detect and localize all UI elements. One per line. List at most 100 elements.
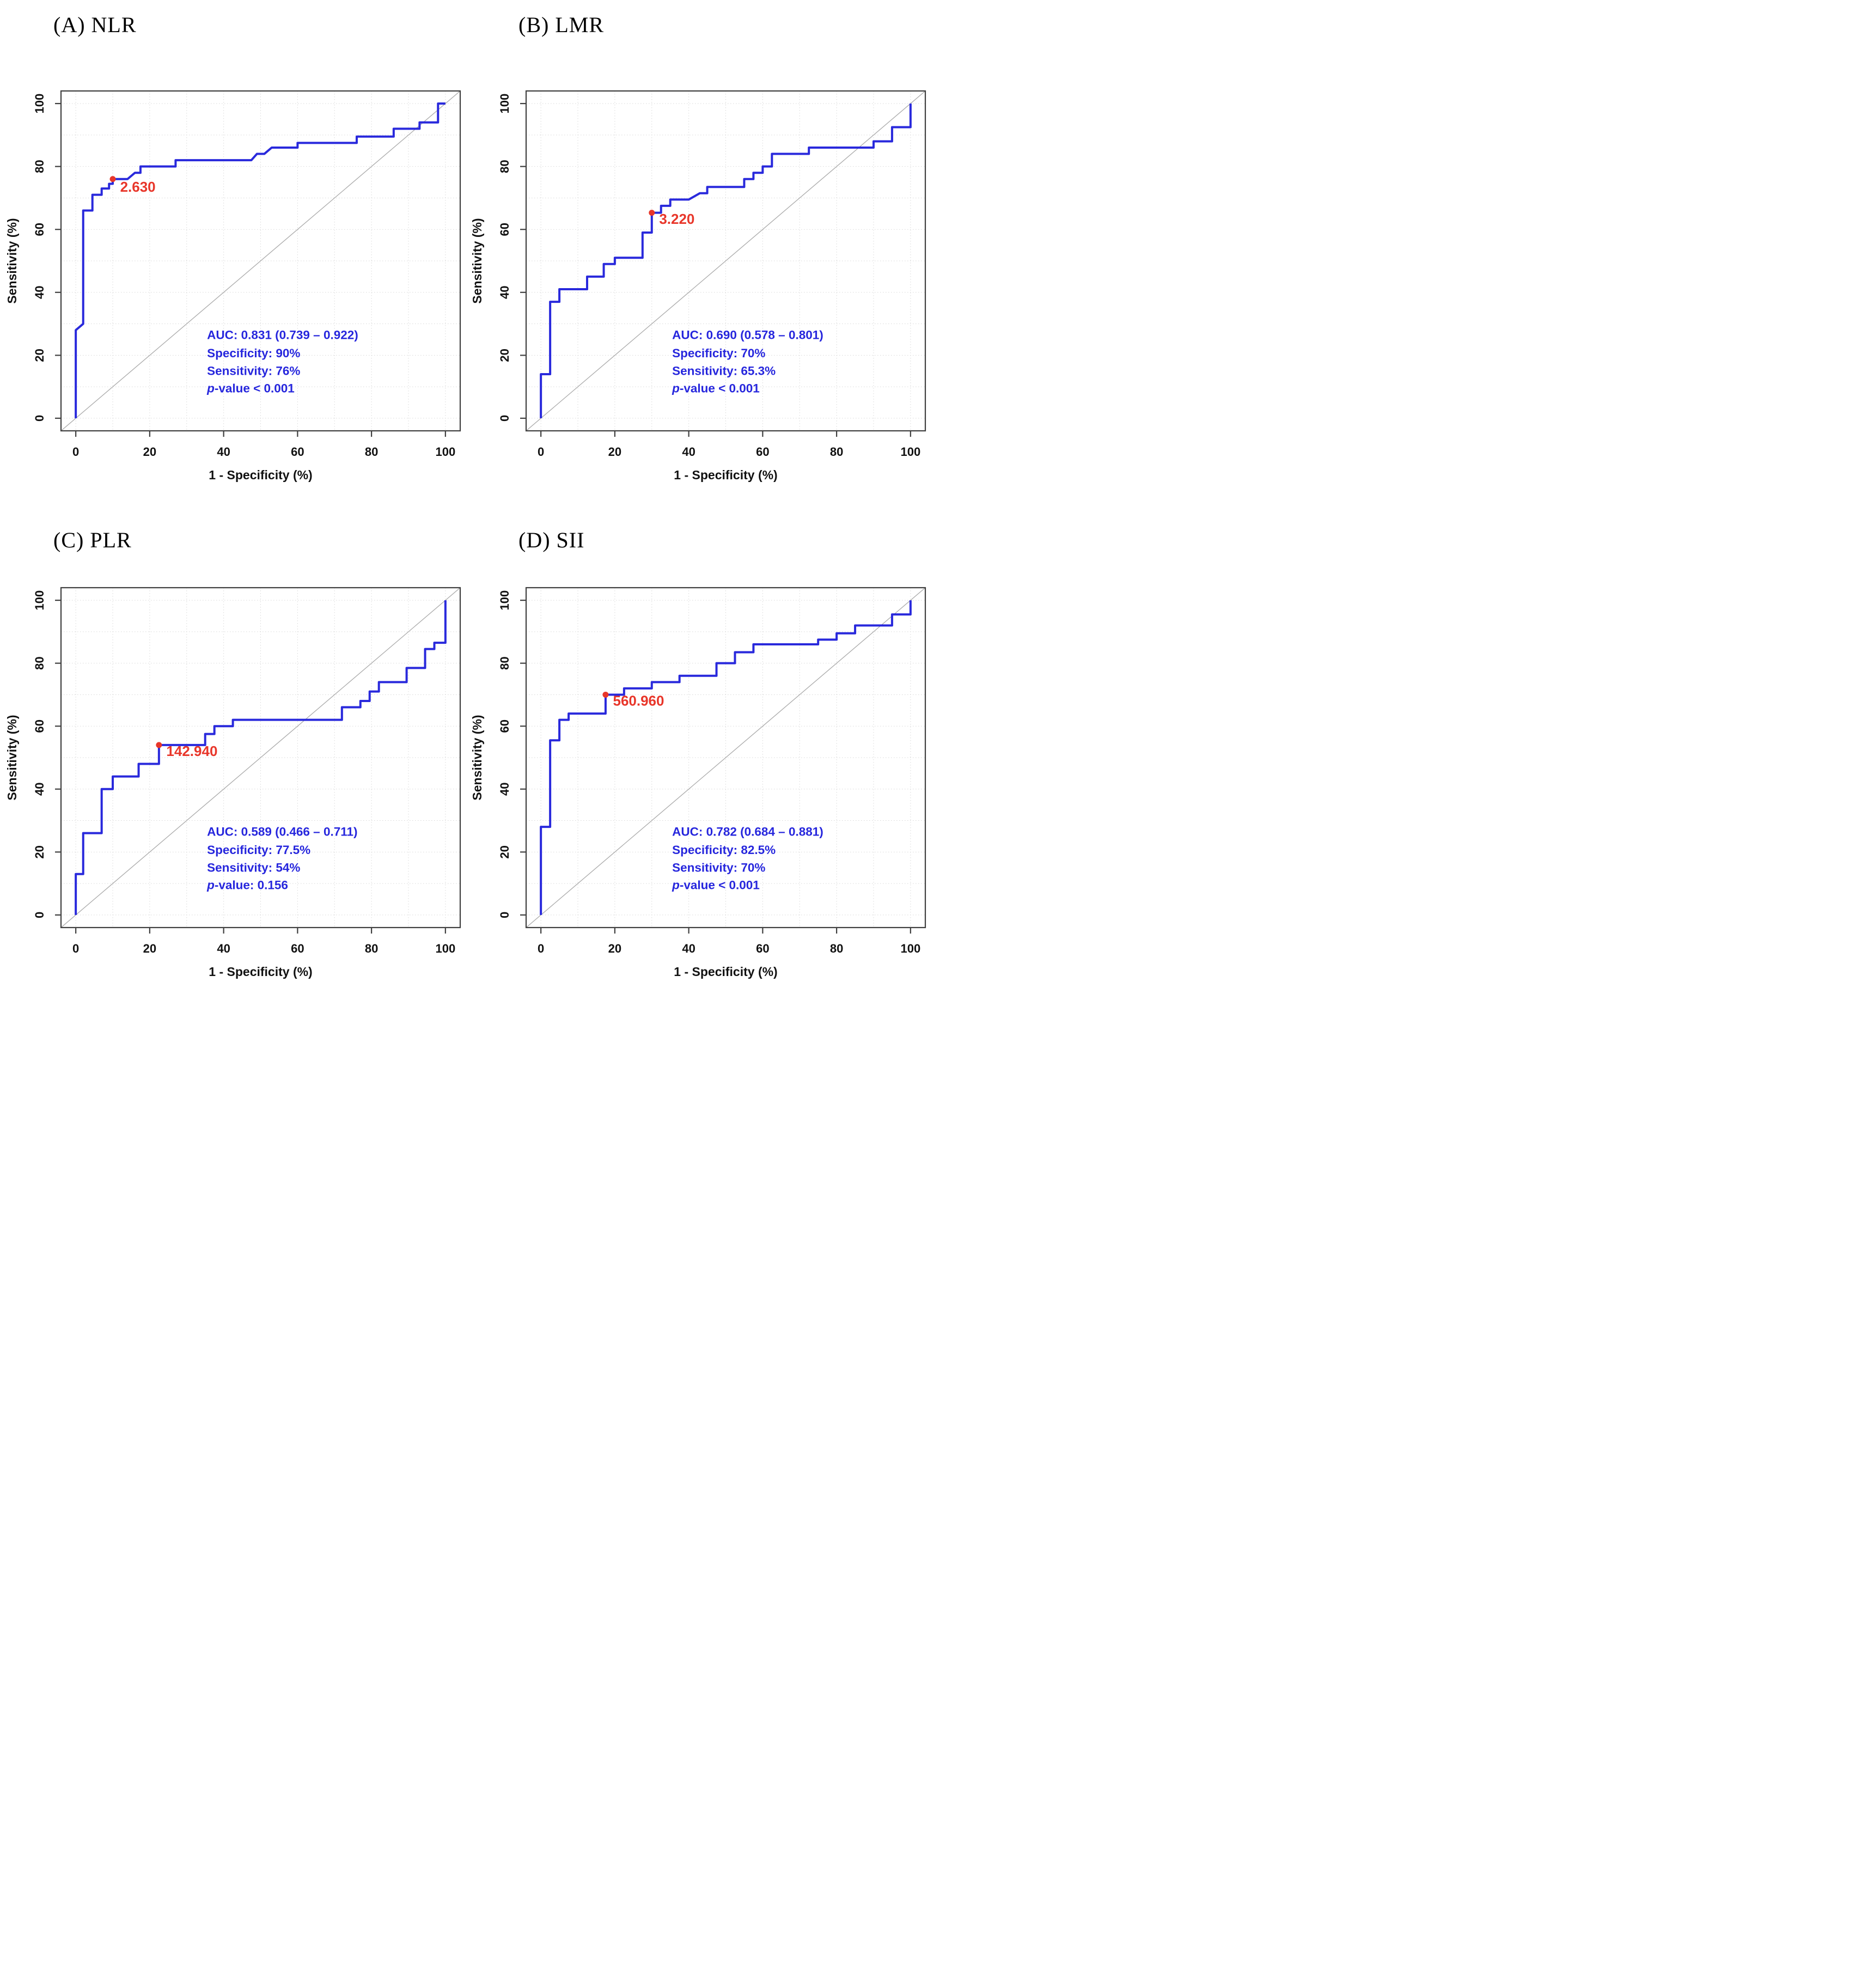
annotation-auc: AUC: 0.831 (0.739 – 0.922) bbox=[207, 328, 358, 342]
y-tick-label: 20 bbox=[33, 349, 46, 362]
y-tick-label: 40 bbox=[498, 783, 511, 796]
y-tick-label: 0 bbox=[498, 415, 511, 422]
roc-chart-nlr: 0 0 20 20 40 40 60 60 80 80 100 100 1 - Specificity … bbox=[5, 90, 461, 482]
plot-box bbox=[525, 587, 926, 929]
x-tick-label: 40 bbox=[682, 445, 695, 459]
y-tick-label: 100 bbox=[498, 94, 511, 114]
roc-curve bbox=[75, 600, 447, 915]
y-tick-label: 60 bbox=[498, 719, 511, 733]
y-tick-label: 20 bbox=[498, 845, 511, 858]
x-tick-label: 80 bbox=[365, 445, 378, 459]
y-axis-title: Sensitivity (%) bbox=[5, 218, 19, 303]
x-tick-label: 60 bbox=[291, 942, 304, 955]
x-tick-label: 20 bbox=[143, 445, 156, 459]
y-tick-label: 60 bbox=[33, 223, 46, 236]
x-axis-title: 1 - Specificity (%) bbox=[209, 468, 312, 482]
x-tick-label: 0 bbox=[72, 942, 79, 955]
panel-title-plr: (C) PLR bbox=[53, 528, 132, 552]
roc-panel-sii: (D) SII 0 0 20 20 40 40 60 60 80 80 100 100 1 - Spec… bbox=[465, 497, 930, 993]
x-tick-label: 60 bbox=[291, 445, 304, 459]
reference-diagonal bbox=[60, 90, 461, 431]
x-tick-label: 40 bbox=[217, 942, 230, 955]
annotation-pvalue-rest: -value: 0.156 bbox=[215, 879, 288, 892]
roc-panel-plr: (C) PLR 0 0 20 20 40 40 60 60 80 80 100 100 1 - Spec… bbox=[0, 497, 465, 993]
x-axis-title: 1 - Specificity (%) bbox=[674, 468, 777, 482]
annotation-auc: AUC: 0.690 (0.578 – 0.801) bbox=[672, 328, 823, 342]
annotation-pvalue-rest: -value < 0.001 bbox=[680, 382, 760, 395]
y-tick-label: 60 bbox=[498, 223, 511, 236]
annotation-pvalue-p: p bbox=[206, 879, 215, 892]
y-axis-title: Sensitivity (%) bbox=[470, 715, 484, 800]
x-tick-label: 80 bbox=[830, 445, 843, 459]
plot-box bbox=[60, 587, 461, 929]
x-tick-label: 100 bbox=[900, 942, 920, 955]
y-tick-label: 80 bbox=[498, 656, 511, 669]
roc-curve bbox=[540, 103, 912, 418]
annotation-auc: AUC: 0.589 (0.466 – 0.711) bbox=[207, 825, 357, 838]
cutoff-point bbox=[109, 176, 116, 182]
roc-chart-lmr: 0 0 20 20 40 40 60 60 80 80 100 100 1 - Specificity … bbox=[470, 90, 926, 482]
y-tick-label: 40 bbox=[33, 286, 46, 299]
annotation-pvalue-p: p bbox=[672, 879, 680, 892]
y-tick-label: 0 bbox=[33, 912, 46, 918]
roc-panel-nlr: (A) NLR 0 0 20 20 40 40 60 60 80 80 100 100 1 - Spec… bbox=[0, 0, 465, 497]
x-tick-label: 20 bbox=[143, 942, 156, 955]
annotation-sensitivity: Sensitivity: 76% bbox=[207, 364, 300, 378]
y-tick-label: 60 bbox=[33, 719, 46, 733]
x-tick-label: 0 bbox=[538, 445, 544, 459]
annotation-pvalue: p-value: 0.156 bbox=[206, 879, 288, 892]
annotation-pvalue: p-value < 0.001 bbox=[672, 382, 760, 395]
roc-figure: (A) NLR 0 0 20 20 40 40 60 60 80 80 100 100 1 - Spec… bbox=[0, 0, 930, 994]
x-tick-label: 100 bbox=[900, 445, 920, 459]
annotation-pvalue-p: p bbox=[206, 382, 215, 395]
y-tick-label: 100 bbox=[33, 94, 46, 114]
y-tick-label: 100 bbox=[498, 590, 511, 611]
cutoff-label: 560.960 bbox=[613, 693, 664, 709]
annotation-sensitivity: Sensitivity: 54% bbox=[207, 861, 300, 875]
annotation-specificity: Specificity: 82.5% bbox=[672, 843, 776, 857]
y-tick-label: 80 bbox=[498, 160, 511, 173]
panel-title-nlr: (A) NLR bbox=[53, 13, 137, 37]
x-tick-label: 60 bbox=[756, 942, 769, 955]
reference-diagonal bbox=[60, 587, 461, 928]
y-tick-label: 0 bbox=[33, 415, 46, 422]
cutoff-point bbox=[156, 742, 162, 748]
y-tick-label: 0 bbox=[498, 912, 511, 918]
annotation-sensitivity: Sensitivity: 70% bbox=[672, 861, 765, 875]
x-tick-label: 0 bbox=[72, 445, 79, 459]
y-tick-label: 100 bbox=[33, 590, 46, 611]
annotation-pvalue-rest: -value < 0.001 bbox=[215, 382, 295, 395]
roc-chart-plr: 0 0 20 20 40 40 60 60 80 80 100 100 1 - Specificity … bbox=[5, 587, 461, 979]
cutoff-label: 2.630 bbox=[120, 179, 156, 195]
y-tick-label: 20 bbox=[498, 349, 511, 362]
plot-box bbox=[525, 90, 926, 432]
y-tick-label: 40 bbox=[33, 783, 46, 796]
annotation-specificity: Specificity: 77.5% bbox=[207, 843, 310, 857]
x-tick-label: 100 bbox=[435, 445, 455, 459]
annotation-pvalue: p-value < 0.001 bbox=[672, 879, 760, 892]
panel-title-sii: (D) SII bbox=[518, 528, 585, 552]
roc-curve bbox=[75, 102, 446, 418]
x-tick-label: 40 bbox=[217, 445, 230, 459]
y-tick-label: 20 bbox=[33, 845, 46, 858]
x-tick-label: 100 bbox=[435, 942, 455, 955]
cutoff-label: 142.940 bbox=[166, 743, 217, 759]
annotation-pvalue-p: p bbox=[672, 382, 680, 395]
y-axis-title: Sensitivity (%) bbox=[5, 715, 19, 800]
x-axis-title: 1 - Specificity (%) bbox=[209, 965, 312, 979]
x-tick-label: 40 bbox=[682, 942, 695, 955]
x-tick-label: 0 bbox=[538, 942, 544, 955]
roc-panel-lmr: (B) LMR 0 0 20 20 40 40 60 60 80 80 100 100 1 - Spec… bbox=[465, 0, 930, 497]
annotation-specificity: Specificity: 70% bbox=[672, 346, 765, 360]
cutoff-point bbox=[602, 691, 609, 698]
cutoff-point bbox=[649, 210, 655, 216]
annotation-auc: AUC: 0.782 (0.684 – 0.881) bbox=[672, 825, 823, 838]
x-tick-label: 20 bbox=[608, 445, 621, 459]
annotation-sensitivity: Sensitivity: 65.3% bbox=[672, 364, 776, 378]
panel-title-lmr: (B) LMR bbox=[518, 13, 604, 37]
x-tick-label: 60 bbox=[756, 445, 769, 459]
y-tick-label: 80 bbox=[33, 656, 46, 669]
x-tick-label: 80 bbox=[830, 942, 843, 955]
y-tick-label: 40 bbox=[498, 286, 511, 299]
annotation-pvalue-rest: -value < 0.001 bbox=[680, 879, 760, 892]
